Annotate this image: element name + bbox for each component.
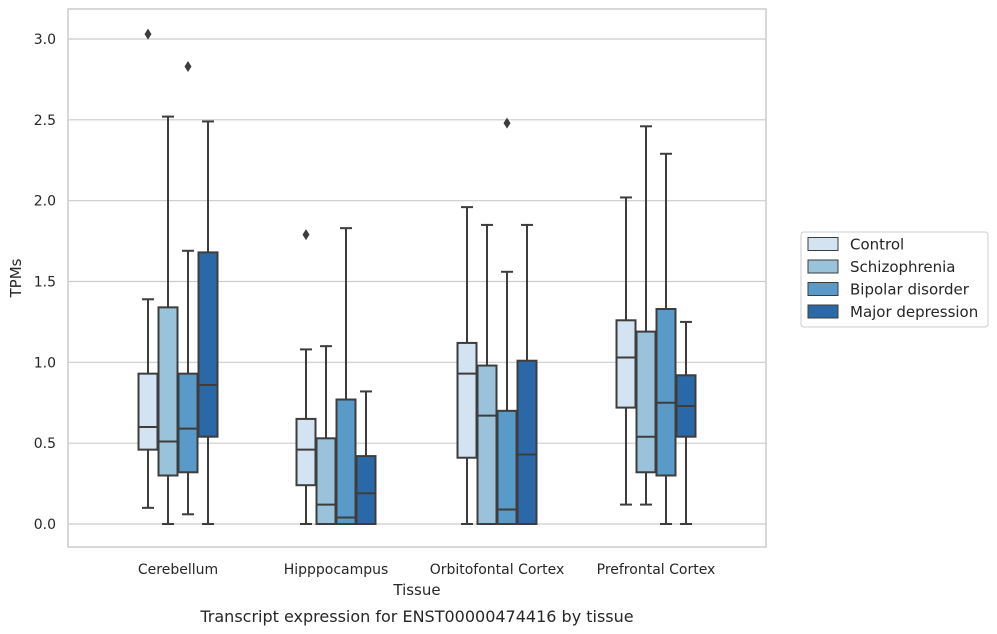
box-control [615,196,637,506]
plot-frame [67,8,767,548]
y-tick-label: 2.0 [34,194,56,210]
y-axis-label: TPMs [7,258,25,298]
x-tick-label: Cerebellum [138,562,218,578]
box-major-depression [197,120,219,525]
plot-area-boxes [137,28,697,526]
legend-label: Major depression [850,303,978,321]
box-control [137,28,159,509]
legend-swatch [807,237,839,251]
iqr-box [197,251,219,438]
legend: Control Schizophrenia Bipolar disorder Majo… [800,231,989,328]
y-tick-label: 0.0 [34,517,56,533]
iqr-box [295,417,317,487]
box-bipolar-disorder [335,227,357,525]
box-bipolar-disorder [177,60,199,516]
legend-label: Schizophrenia [850,258,955,276]
box-major-depression [675,320,697,525]
outlier-point [503,117,511,129]
legend-label: Control [850,236,904,254]
x-axis-label: Tissue [392,581,440,599]
iqr-box [496,409,518,526]
iqr-box [355,455,377,526]
outlier-point [184,60,192,72]
iqr-box [315,437,337,526]
y-tick-label: 2.5 [34,113,56,129]
iqr-box [476,364,498,526]
y-tick-label: 3.0 [34,32,56,48]
box-bipolar-disorder [496,117,518,526]
box-bipolar-disorder [655,152,677,525]
box-control [456,206,478,525]
legend-swatch [807,304,839,319]
y-tick-label: 0.5 [34,436,56,452]
outlier-point [302,229,310,241]
box-schizophrenia [476,223,498,526]
legend-swatch [807,259,839,274]
iqr-box [177,372,199,474]
box-control [295,229,317,525]
legend-swatch [807,282,839,296]
x-axis-tick-labels: Cerebellum Hipppocampus Orbitofontal Corte… [138,562,715,578]
outlier-point [144,28,152,40]
iqr-box [516,359,538,526]
iqr-box [456,341,478,459]
box-schizophrenia [315,345,337,526]
y-tick-label: 1.0 [34,355,56,371]
iqr-box [335,398,357,525]
legend-label: Bipolar disorder [850,281,970,299]
iqr-box [137,372,159,451]
box-major-depression [355,390,377,526]
x-tick-label: Hipppocampus [284,562,389,578]
box-schizophrenia [635,125,657,506]
iqr-box [157,306,179,477]
y-tick-label: 1.5 [34,275,56,291]
box-major-depression [516,223,538,526]
box-schizophrenia [157,115,179,525]
x-tick-label: Prefrontal Cortex [597,562,716,578]
iqr-box [655,307,677,477]
chart-caption: Transcript expression for ENST0000047441… [199,607,633,626]
iqr-box [635,330,657,474]
y-axis-tick-labels: 0.0 0.5 1.0 1.5 2.0 2.5 3.0 [34,32,56,533]
iqr-box [615,319,637,409]
legend-frame [800,231,989,328]
x-tick-label: Orbitofontal Cortex [430,562,565,578]
